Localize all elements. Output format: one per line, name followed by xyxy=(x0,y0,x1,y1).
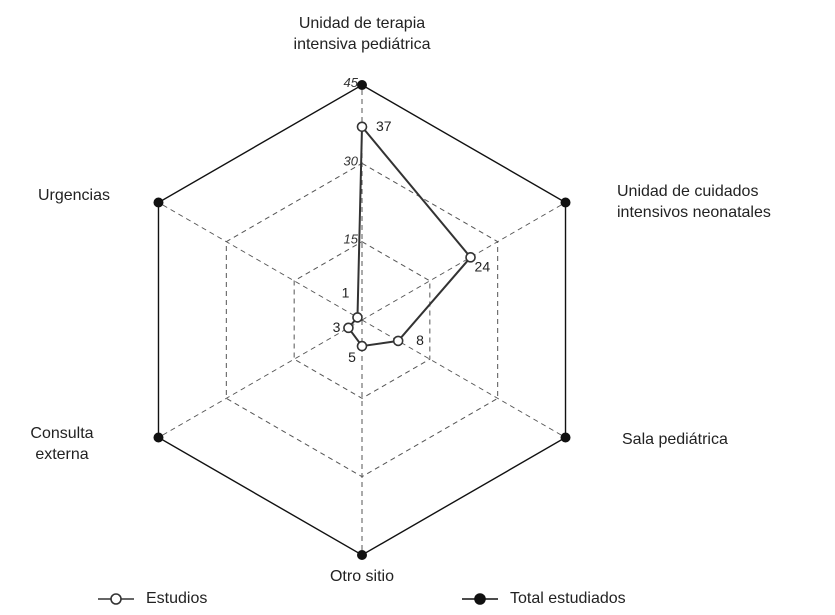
legend-marker-filled-circle xyxy=(462,593,498,605)
data-label-3: 5 xyxy=(348,349,356,365)
spoke-2 xyxy=(361,319,566,438)
legend-label-estudios: Estudios xyxy=(146,590,208,607)
series-estudios-point-3 xyxy=(356,340,368,352)
series-total-point-5 xyxy=(153,197,164,208)
spoke-5 xyxy=(158,202,363,321)
legend-marker-open-circle xyxy=(98,593,134,605)
series-total-point-4 xyxy=(153,432,164,443)
legend-label-total: Total estudiados xyxy=(510,590,626,607)
r-tick-label-15: 15 xyxy=(344,232,359,247)
axis-label-4: Consulta externa xyxy=(30,425,93,463)
series-estudios-point-4 xyxy=(343,322,354,334)
spoke-1 xyxy=(361,202,566,321)
legend-item-estudios: Estudios xyxy=(96,590,207,608)
spoke-4 xyxy=(158,319,363,438)
series-estudios-line xyxy=(347,124,472,348)
axis-label-0: Unidad de terapia intensiva pediátrica xyxy=(294,15,431,53)
axis-label-2: Sala pediátrica xyxy=(622,431,728,448)
legend-item-total: Total estudiados xyxy=(460,590,626,608)
data-label-1: 24 xyxy=(475,258,491,274)
data-label-2: 8 xyxy=(416,332,424,348)
series-total-point-0 xyxy=(357,80,367,90)
r-tick-label-45: 45 xyxy=(344,75,359,90)
axis-label-1: Unidad de cuidados intensivos neonatales xyxy=(617,183,771,221)
data-label-0: 37 xyxy=(376,118,392,134)
data-label-5: 1 xyxy=(342,284,350,300)
axis-label-3: Otro sitio xyxy=(330,568,394,585)
series-estudios-point-0 xyxy=(356,121,368,133)
series-total-point-1 xyxy=(560,197,571,208)
data-label-4: 3 xyxy=(333,319,341,335)
r-tick-label-30: 30 xyxy=(344,153,359,168)
series-estudios-point-2 xyxy=(392,335,404,347)
series-estudios-point-5 xyxy=(352,312,363,323)
series-estudios-point-1 xyxy=(465,252,476,263)
grid-ring-15 xyxy=(293,241,431,399)
series-total-point-2 xyxy=(560,432,571,443)
axis-label-5: Urgencias xyxy=(38,187,110,204)
series-total-point-3 xyxy=(357,550,367,560)
